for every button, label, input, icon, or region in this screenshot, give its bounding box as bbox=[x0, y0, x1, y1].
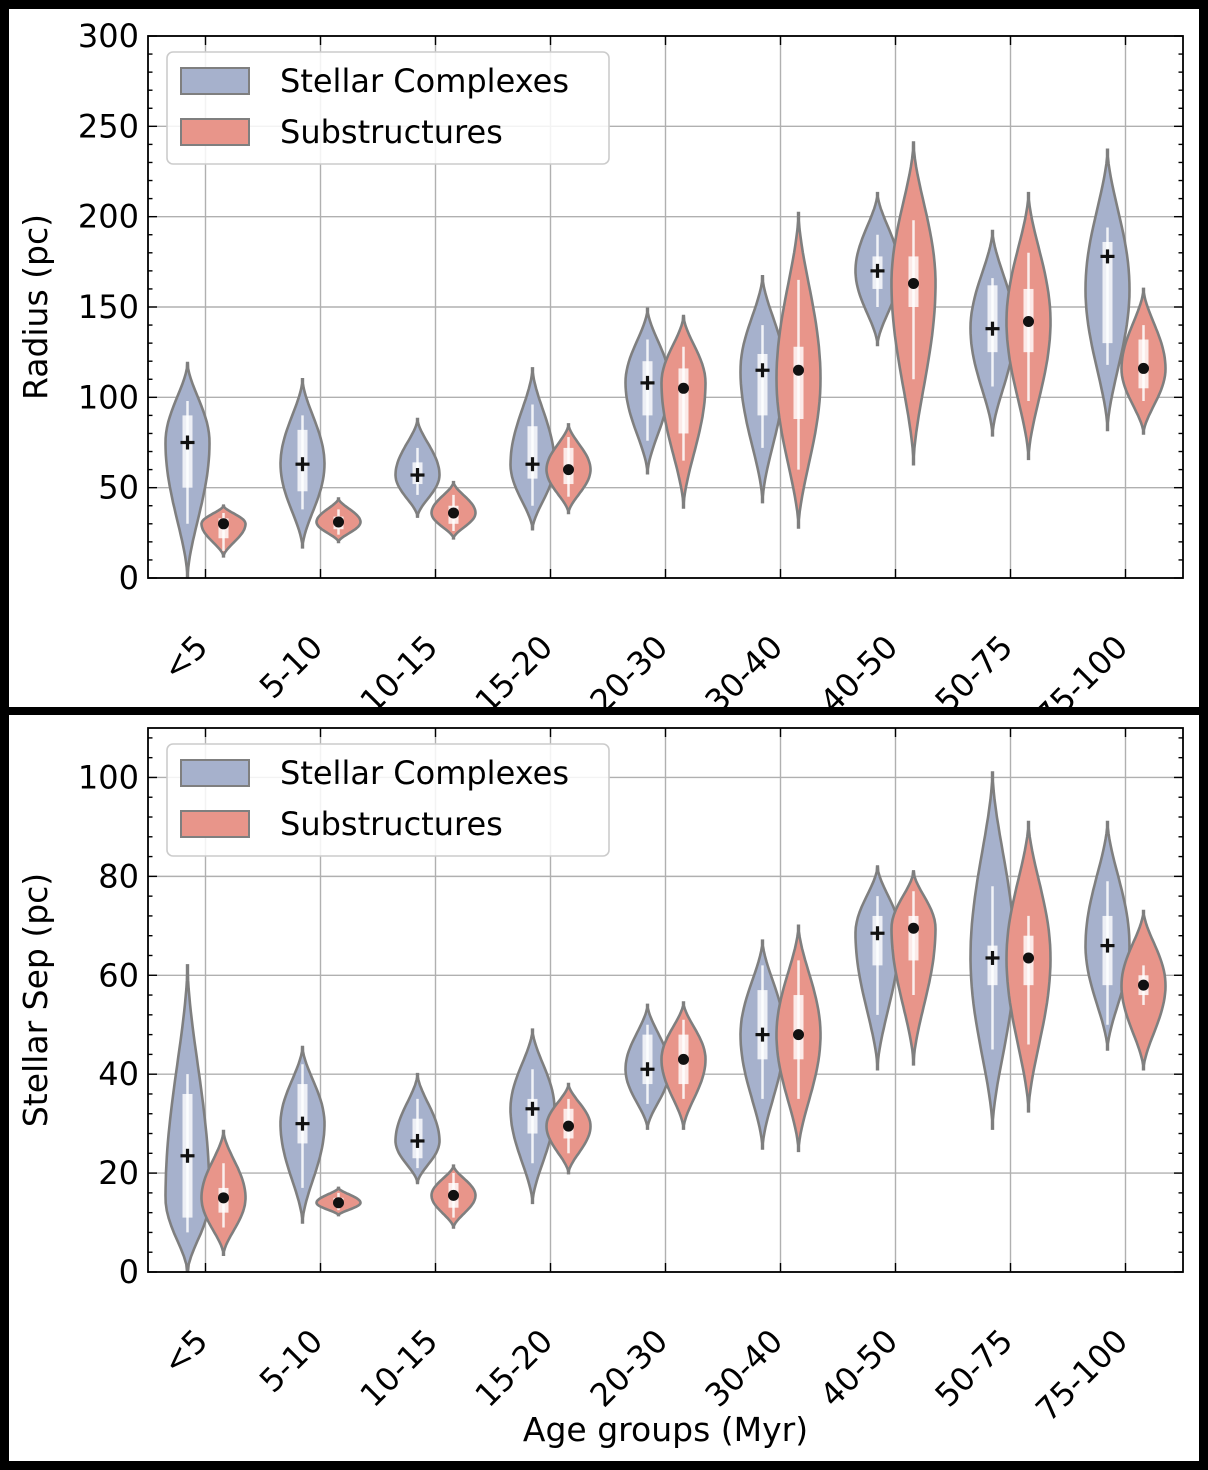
legend-label: Stellar Complexes bbox=[280, 62, 569, 100]
x-tick-label: <5 bbox=[155, 628, 215, 688]
iqr-box bbox=[793, 346, 804, 420]
violins-group bbox=[164, 771, 1167, 1272]
x-axis-label: Age groups (Myr) bbox=[523, 1410, 808, 1449]
y-tick-label: 300 bbox=[78, 17, 139, 55]
median-dot bbox=[1138, 979, 1149, 991]
y-axis-label: Stellar Sep (pc) bbox=[16, 873, 55, 1127]
iqr-box bbox=[987, 945, 998, 986]
radius-panel: 0 50 100 150 200 250 300 <5 5-10 10-15 15-20 20-30 3… bbox=[9, 9, 1199, 707]
median-dot bbox=[333, 516, 344, 528]
y-tick-label: 0 bbox=[119, 559, 139, 597]
median-dot bbox=[448, 507, 459, 519]
violins-group bbox=[164, 141, 1167, 578]
legend-label: Substructures bbox=[280, 805, 503, 843]
x-tick-label: <5 bbox=[155, 1322, 215, 1382]
legend-label: Stellar Complexes bbox=[280, 754, 569, 792]
median-dot bbox=[793, 1029, 804, 1041]
x-tick-label: 30-40 bbox=[698, 628, 791, 707]
median-dot bbox=[218, 518, 229, 530]
iqr-box bbox=[1102, 241, 1113, 344]
x-tick-label: 10-15 bbox=[353, 1322, 446, 1415]
x-tick-label: 50-75 bbox=[928, 1322, 1021, 1415]
y-tick-label: 0 bbox=[119, 1253, 139, 1291]
x-tick-label: 5-10 bbox=[252, 628, 330, 706]
legend-swatch-substructures bbox=[180, 810, 250, 838]
legend-swatch-stellar-complexes bbox=[180, 759, 250, 787]
y-tick-label: 60 bbox=[98, 956, 139, 994]
y-tick-label: 50 bbox=[98, 469, 139, 507]
iqr-box bbox=[182, 415, 193, 488]
median-dot bbox=[1023, 315, 1034, 327]
x-tick-label: 40-50 bbox=[813, 1322, 906, 1415]
median-dot bbox=[448, 1189, 459, 1201]
iqr-box bbox=[872, 915, 883, 966]
x-tick-label: 50-75 bbox=[928, 628, 1021, 707]
median-dot bbox=[793, 364, 804, 376]
stellar-sep-violin-chart: 0 20 40 60 80 100 <5 5-10 10-15 15-20 20-30 30-40 40… bbox=[16, 727, 1184, 1449]
iqr-box bbox=[527, 426, 538, 479]
x-tick-label: 75-100 bbox=[1028, 628, 1135, 707]
median-dot bbox=[908, 922, 919, 934]
iqr-box bbox=[642, 1034, 653, 1085]
iqr-box bbox=[793, 995, 804, 1060]
iqr-box bbox=[757, 990, 768, 1060]
median-dot bbox=[563, 464, 574, 476]
x-tick-label: 30-40 bbox=[698, 1322, 791, 1415]
median-dot bbox=[333, 1197, 344, 1209]
iqr-box bbox=[297, 1084, 308, 1144]
median-dot bbox=[218, 1192, 229, 1204]
iqr-box bbox=[987, 285, 998, 353]
x-tick-label: 5-10 bbox=[252, 1322, 330, 1400]
x-tick-label: 15-20 bbox=[468, 628, 561, 707]
legend: Stellar Complexes Substructures bbox=[166, 743, 610, 857]
median-dot bbox=[1023, 952, 1034, 964]
y-tick-label: 100 bbox=[78, 378, 139, 416]
x-tick-label: 40-50 bbox=[813, 628, 906, 707]
x-tick-label: 15-20 bbox=[468, 1322, 561, 1415]
iqr-box bbox=[678, 368, 689, 434]
x-tick-label: 75-100 bbox=[1028, 1322, 1135, 1429]
x-tick-label: 10-15 bbox=[353, 628, 446, 707]
legend: Stellar Complexes Substructures bbox=[166, 51, 610, 165]
legend-box bbox=[166, 743, 610, 857]
median-dot bbox=[1138, 362, 1149, 374]
y-tick-label: 40 bbox=[98, 1055, 139, 1093]
iqr-box bbox=[527, 1098, 538, 1134]
legend-swatch-stellar-complexes bbox=[180, 67, 250, 95]
median-dot bbox=[678, 1053, 689, 1065]
y-tick-label: 150 bbox=[78, 288, 139, 326]
legend-box bbox=[166, 51, 610, 165]
y-tick-label: 250 bbox=[78, 107, 139, 145]
legend-swatch-substructures bbox=[180, 118, 250, 146]
radius-violin-chart: 0 50 100 150 200 250 300 <5 5-10 10-15 15-20 20-30 3… bbox=[16, 17, 1184, 707]
y-tick-label: 80 bbox=[98, 857, 139, 895]
y-axis-label: Radius (pc) bbox=[16, 214, 55, 400]
x-tick-label: 20-30 bbox=[583, 628, 676, 707]
x-tick-label: 20-30 bbox=[583, 1322, 676, 1415]
stellar-sep-panel: 0 20 40 60 80 100 <5 5-10 10-15 15-20 20-30 30-40 40… bbox=[9, 715, 1199, 1461]
median-dot bbox=[678, 382, 689, 394]
median-dot bbox=[908, 278, 919, 290]
iqr-box bbox=[757, 353, 768, 416]
y-tick-label: 200 bbox=[78, 198, 139, 236]
legend-label: Substructures bbox=[280, 113, 503, 151]
y-tick-label: 20 bbox=[98, 1154, 139, 1192]
median-dot bbox=[563, 1120, 574, 1132]
y-tick-label: 100 bbox=[78, 758, 139, 796]
iqr-box bbox=[908, 915, 919, 961]
